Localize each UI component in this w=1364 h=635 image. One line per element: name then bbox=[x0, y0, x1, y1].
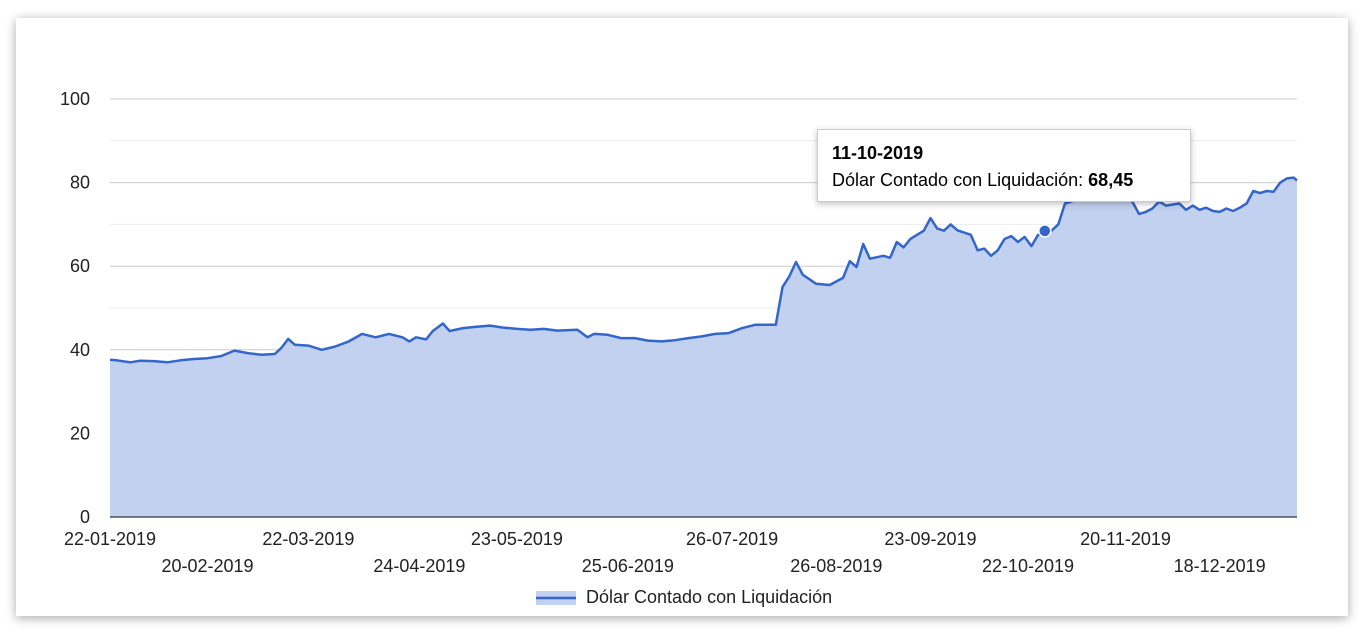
x-tick-label: 23-09-2019 bbox=[884, 529, 976, 549]
x-tick-label: 26-08-2019 bbox=[790, 556, 882, 576]
y-tick-label: 100 bbox=[60, 89, 90, 109]
series-area bbox=[109, 176, 1298, 517]
tooltip-date: 11-10-2019 bbox=[832, 143, 924, 163]
x-tick-label: 20-11-2019 bbox=[1080, 529, 1171, 549]
y-axis-ticks: 0 20 40 60 80 100 bbox=[60, 89, 90, 527]
x-tick-label: 22-03-2019 bbox=[262, 529, 354, 549]
y-tick-label: 20 bbox=[70, 423, 90, 443]
legend-label: Dólar Contado con Liquidación bbox=[586, 587, 832, 607]
x-tick-label: 26-07-2019 bbox=[686, 529, 778, 549]
tooltip-label: Dólar Contado con Liquidación: bbox=[832, 170, 1089, 190]
y-tick-label: 0 bbox=[80, 507, 90, 527]
legend[interactable]: Dólar Contado con Liquidación bbox=[536, 587, 832, 607]
x-tick-label: 22-01-2019 bbox=[64, 529, 156, 549]
x-axis-ticks: 22-01-2019 22-03-2019 23-05-2019 26-07-2019… bbox=[64, 529, 1266, 576]
tooltip-line: Dólar Contado con Liquidación: 68,45 bbox=[832, 170, 1176, 191]
tooltip-value: 68,45 bbox=[1088, 170, 1134, 190]
x-tick-label: 22-10-2019 bbox=[982, 556, 1074, 576]
x-tick-label: 24-04-2019 bbox=[373, 556, 465, 576]
x-tick-label: 23-05-2019 bbox=[471, 529, 563, 549]
y-tick-label: 60 bbox=[70, 256, 90, 276]
y-tick-label: 80 bbox=[70, 173, 90, 193]
x-tick-label: 18-12-2019 bbox=[1174, 556, 1266, 576]
hover-point[interactable] bbox=[1038, 224, 1052, 238]
x-tick-label: 25-06-2019 bbox=[582, 556, 674, 576]
hover-marker bbox=[1038, 224, 1052, 238]
series-fill-0 bbox=[110, 177, 1297, 517]
data-tooltip: 11-10-2019 Dólar Contado con Liquidación… bbox=[817, 129, 1191, 202]
x-tick-label: 20-02-2019 bbox=[161, 556, 253, 576]
y-tick-label: 40 bbox=[70, 340, 90, 360]
